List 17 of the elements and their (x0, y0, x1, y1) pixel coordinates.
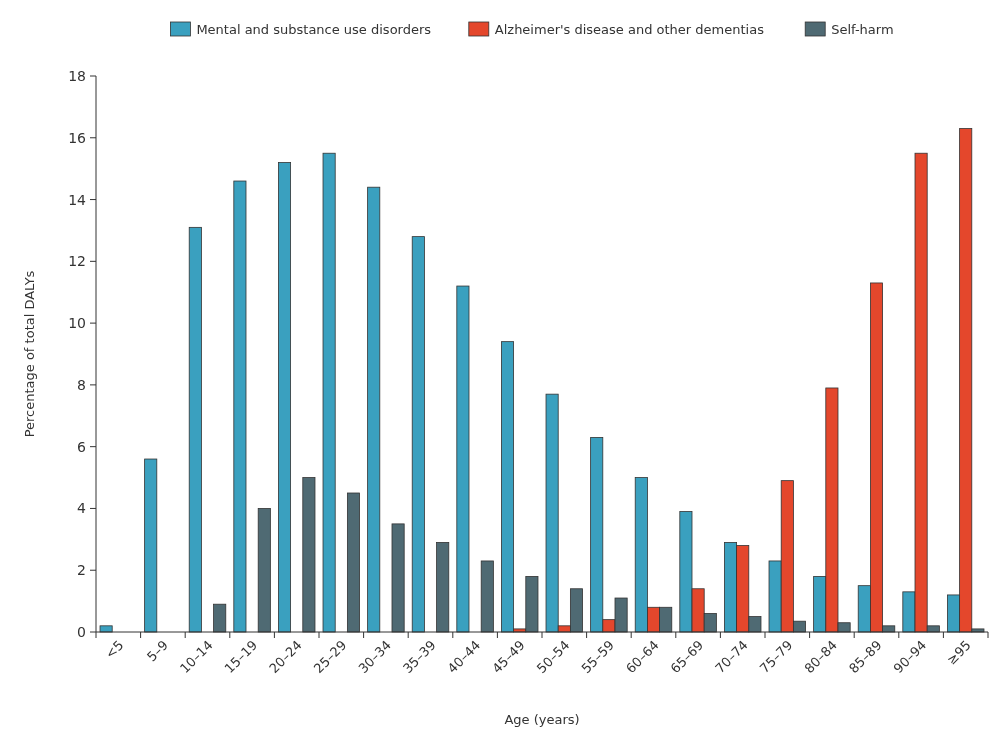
legend-label: Self-harm (831, 22, 894, 37)
x-tick-label: <5 (102, 637, 127, 662)
y-tick-label: 6 (77, 438, 87, 455)
y-tick-label: 8 (77, 376, 86, 393)
y-tick-label: 10 (68, 315, 86, 332)
y-tick-label: 18 (68, 68, 86, 84)
y-axis-title: Percentage of total DALYs (22, 270, 37, 438)
y-tick-label: 14 (68, 191, 87, 208)
x-tick-label: 5–9 (144, 637, 172, 665)
y-tick-label: 16 (68, 129, 87, 146)
x-axis-title: Age (years) (504, 712, 580, 727)
y-tick-label: 0 (77, 624, 86, 640)
legend-label: Alzheimer's disease and other dementias (494, 22, 765, 37)
y-tick-label: 2 (77, 562, 86, 579)
y-tick-label: 12 (68, 253, 86, 270)
y-tick-label: 4 (77, 500, 87, 517)
legend-label: Mental and substance use disorders (196, 22, 432, 37)
